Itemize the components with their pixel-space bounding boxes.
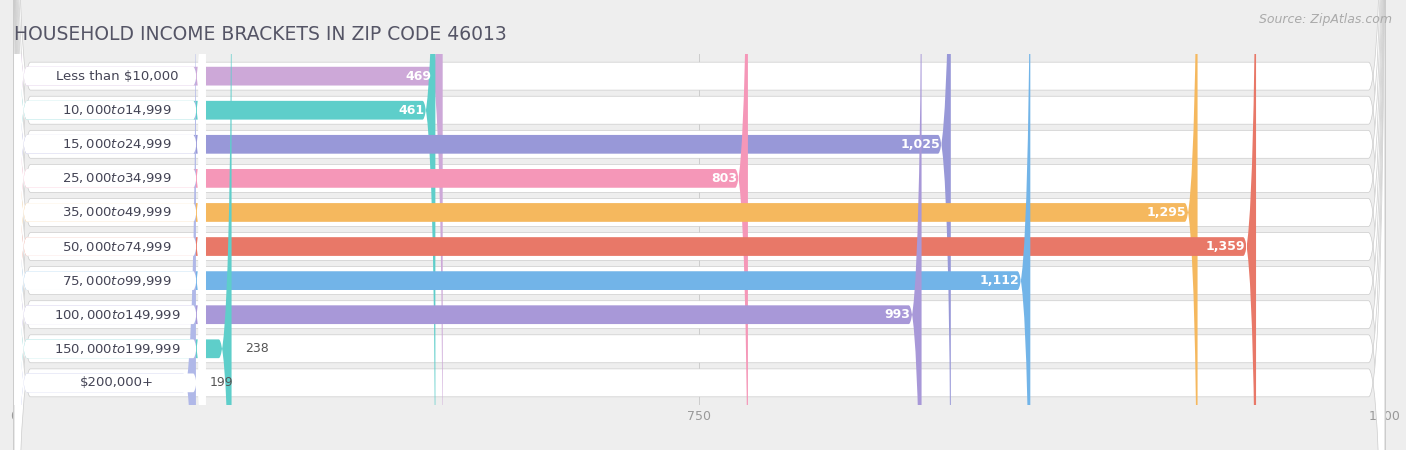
FancyBboxPatch shape [14, 0, 1198, 450]
FancyBboxPatch shape [14, 0, 921, 450]
FancyBboxPatch shape [14, 0, 1385, 450]
FancyBboxPatch shape [14, 0, 207, 450]
Text: $100,000 to $149,999: $100,000 to $149,999 [53, 308, 180, 322]
Text: $25,000 to $34,999: $25,000 to $34,999 [62, 171, 172, 185]
FancyBboxPatch shape [14, 0, 1031, 450]
FancyBboxPatch shape [14, 0, 207, 450]
Text: $75,000 to $99,999: $75,000 to $99,999 [62, 274, 172, 288]
Text: 469: 469 [406, 70, 432, 83]
Text: $50,000 to $74,999: $50,000 to $74,999 [62, 239, 172, 253]
FancyBboxPatch shape [14, 0, 207, 450]
Text: $35,000 to $49,999: $35,000 to $49,999 [62, 206, 172, 220]
Text: $10,000 to $14,999: $10,000 to $14,999 [62, 103, 172, 117]
FancyBboxPatch shape [14, 0, 207, 450]
Text: 1,359: 1,359 [1205, 240, 1246, 253]
Text: $15,000 to $24,999: $15,000 to $24,999 [62, 137, 172, 151]
Text: 993: 993 [884, 308, 911, 321]
Text: 1,025: 1,025 [900, 138, 939, 151]
FancyBboxPatch shape [14, 0, 1256, 450]
Text: $150,000 to $199,999: $150,000 to $199,999 [53, 342, 180, 356]
Text: 803: 803 [711, 172, 737, 185]
FancyBboxPatch shape [14, 0, 232, 450]
FancyBboxPatch shape [14, 0, 207, 450]
FancyBboxPatch shape [14, 0, 1385, 450]
FancyBboxPatch shape [14, 0, 443, 450]
FancyBboxPatch shape [14, 0, 1385, 450]
FancyBboxPatch shape [14, 0, 1385, 450]
FancyBboxPatch shape [14, 0, 195, 450]
FancyBboxPatch shape [14, 0, 748, 450]
Text: Source: ZipAtlas.com: Source: ZipAtlas.com [1258, 14, 1392, 27]
FancyBboxPatch shape [14, 0, 1385, 450]
Text: 461: 461 [398, 104, 425, 117]
FancyBboxPatch shape [14, 0, 207, 450]
Text: $200,000+: $200,000+ [80, 376, 155, 389]
FancyBboxPatch shape [14, 0, 207, 450]
FancyBboxPatch shape [14, 0, 1385, 450]
FancyBboxPatch shape [14, 0, 1385, 450]
FancyBboxPatch shape [14, 0, 1385, 450]
Text: 1,112: 1,112 [980, 274, 1019, 287]
FancyBboxPatch shape [14, 0, 207, 450]
Text: 1,295: 1,295 [1147, 206, 1187, 219]
FancyBboxPatch shape [14, 0, 207, 450]
FancyBboxPatch shape [14, 0, 1385, 450]
FancyBboxPatch shape [14, 0, 436, 450]
FancyBboxPatch shape [14, 0, 207, 450]
FancyBboxPatch shape [14, 0, 1385, 450]
Text: HOUSEHOLD INCOME BRACKETS IN ZIP CODE 46013: HOUSEHOLD INCOME BRACKETS IN ZIP CODE 46… [14, 25, 506, 44]
Text: 238: 238 [245, 342, 269, 355]
Text: 199: 199 [209, 376, 233, 389]
FancyBboxPatch shape [14, 0, 950, 450]
Text: Less than $10,000: Less than $10,000 [56, 70, 179, 83]
